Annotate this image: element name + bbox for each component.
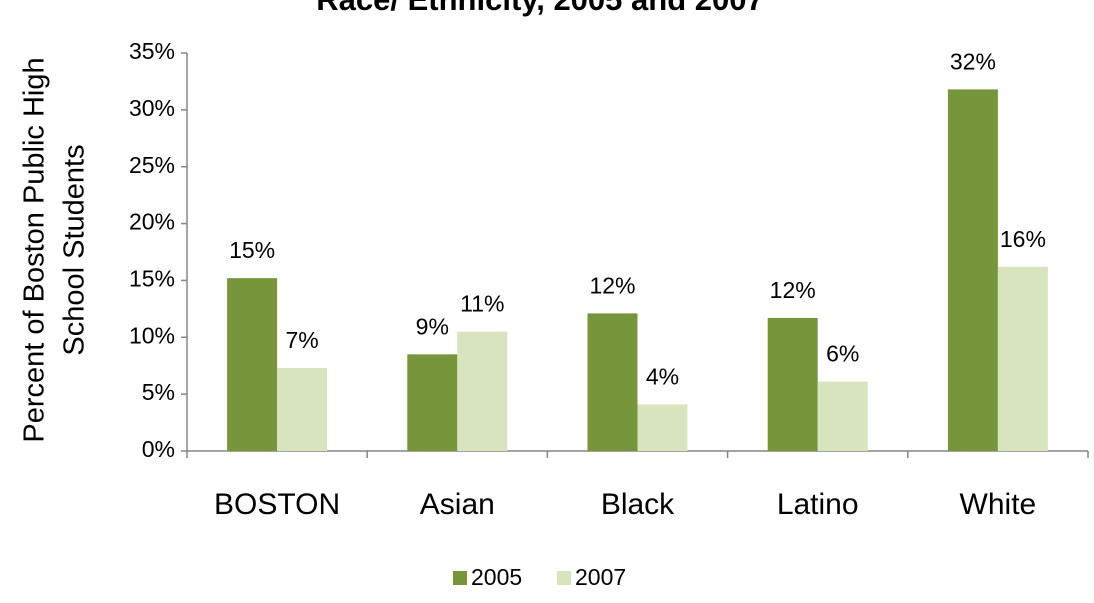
chart-title: Race/ Ethnicity, 2005 and 2007 — [316, 0, 763, 17]
y-axis-label: Percent of Boston Public High — [19, 57, 51, 442]
bar — [587, 313, 638, 451]
bar — [947, 89, 998, 451]
value-label: 15% — [229, 237, 275, 263]
x-tick-label: Latino — [777, 488, 859, 521]
value-label: 9% — [416, 313, 449, 339]
value-label: 12% — [770, 277, 816, 303]
y-tick-label: 15% — [129, 266, 175, 292]
y-tick-label: 20% — [129, 209, 175, 235]
x-tick-label: Black — [601, 488, 675, 521]
bar — [277, 367, 328, 451]
value-label: 11% — [460, 291, 504, 317]
bar — [817, 381, 868, 451]
value-label: 12% — [589, 272, 635, 298]
legend-label: 2007 — [575, 564, 626, 590]
value-label: 32% — [950, 48, 996, 74]
value-label: 7% — [285, 327, 318, 353]
y-axis-label: School Students — [59, 144, 91, 355]
y-tick-label: 5% — [142, 379, 175, 405]
legend-swatch — [557, 571, 571, 585]
legend-label: 2005 — [471, 564, 522, 590]
x-tick-label: BOSTON — [214, 488, 340, 521]
bar — [767, 317, 818, 451]
y-tick-label: 35% — [129, 38, 175, 64]
y-tick-label: 30% — [129, 95, 175, 121]
x-tick-label: Asian — [420, 488, 495, 521]
y-tick-label: 0% — [142, 436, 175, 462]
bar — [457, 331, 508, 451]
y-tick-label: 25% — [129, 152, 175, 178]
value-label: 6% — [826, 341, 859, 367]
bar — [407, 354, 458, 451]
bar — [637, 404, 688, 451]
value-label: 16% — [1000, 226, 1046, 252]
bar — [997, 266, 1048, 451]
value-label: 4% — [646, 363, 679, 389]
bar — [227, 278, 278, 451]
x-tick-label: White — [960, 488, 1037, 521]
y-tick-label: 10% — [129, 322, 175, 348]
legend-swatch — [453, 571, 467, 585]
